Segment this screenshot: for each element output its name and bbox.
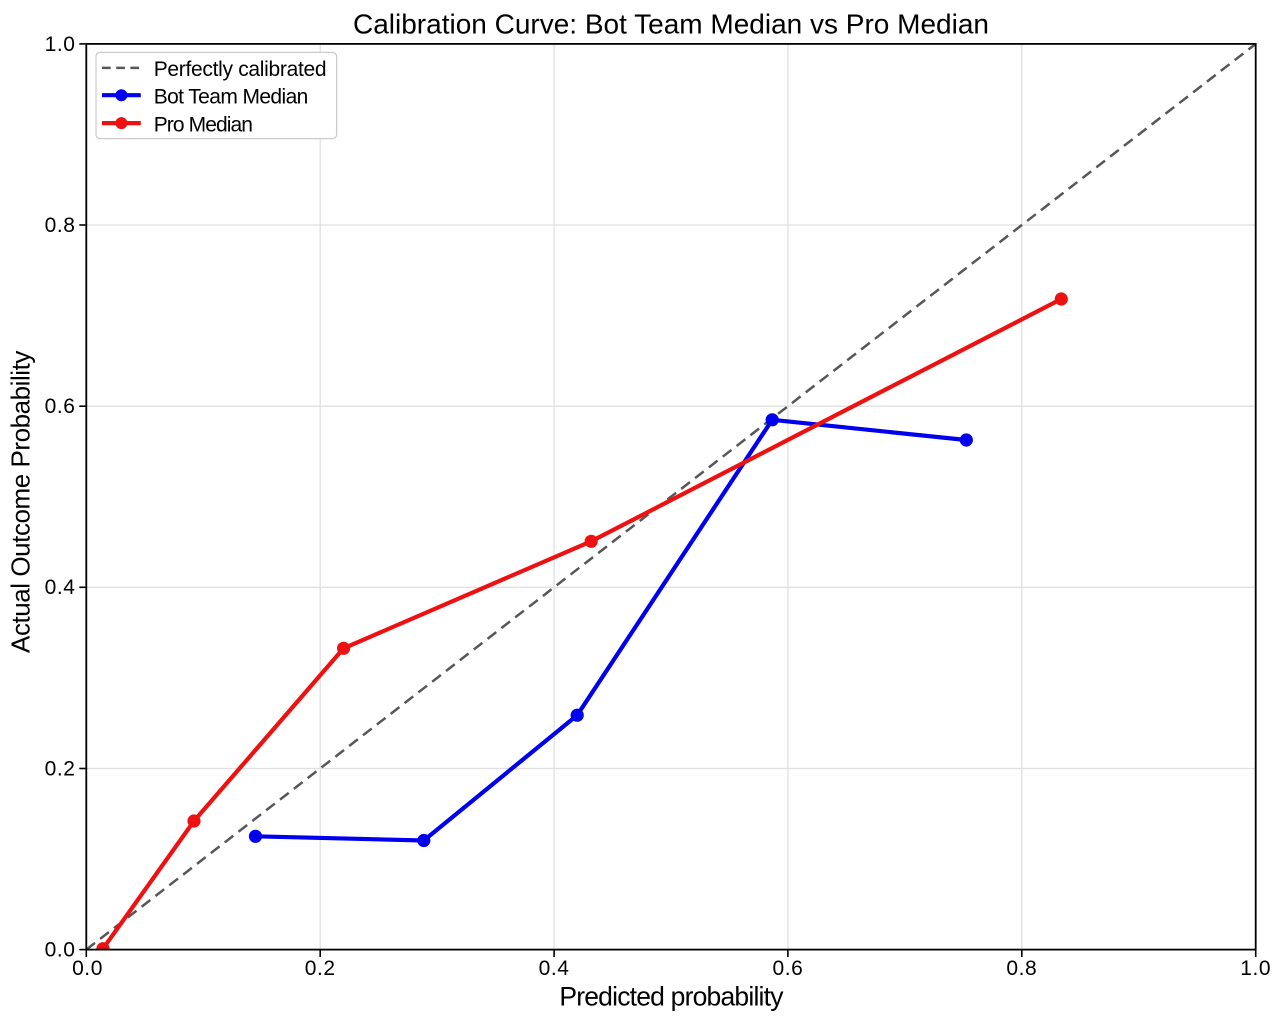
svg-text:0.0: 0.0 <box>72 957 103 980</box>
svg-text:Perfectly calibrated: Perfectly calibrated <box>154 58 327 81</box>
svg-text:Actual Outcome Probability: Actual Outcome Probability <box>6 351 36 653</box>
svg-text:1.0: 1.0 <box>45 33 76 56</box>
svg-text:0.4: 0.4 <box>539 957 570 980</box>
svg-text:0.4: 0.4 <box>45 576 76 599</box>
svg-text:Predicted probability: Predicted probability <box>559 982 784 1012</box>
svg-text:0.8: 0.8 <box>45 214 76 237</box>
svg-text:0.6: 0.6 <box>45 395 76 418</box>
svg-text:1.0: 1.0 <box>1240 957 1271 980</box>
svg-text:0.8: 0.8 <box>1006 957 1037 980</box>
svg-text:0.0: 0.0 <box>45 939 76 962</box>
svg-text:0.2: 0.2 <box>45 757 76 780</box>
svg-text:0.2: 0.2 <box>305 957 336 980</box>
svg-text:Bot Team Median: Bot Team Median <box>154 85 308 108</box>
svg-text:0.6: 0.6 <box>772 957 803 980</box>
svg-text:Calibration Curve: Bot Team Me: Calibration Curve: Bot Team Median vs Pr… <box>353 9 989 40</box>
svg-text:Pro Median: Pro Median <box>154 113 253 136</box>
